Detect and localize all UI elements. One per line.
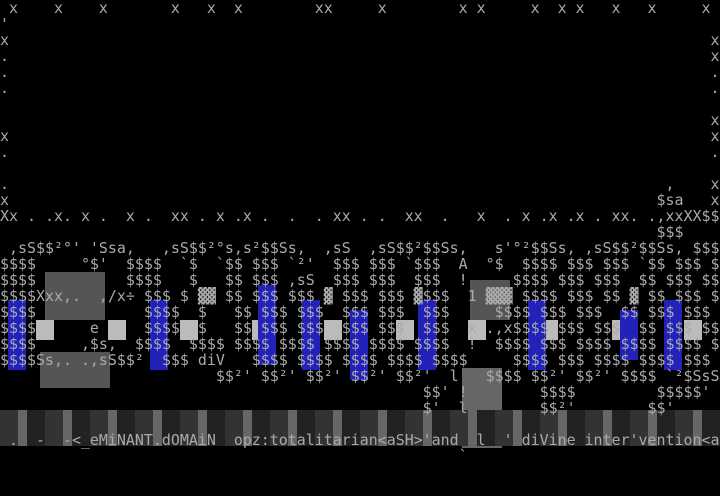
art-line: ,sS$$²°' 'Ssa, ,sS$$²°s,s²$$Ss, ,sS ,sS$… [0, 239, 720, 257]
art-line: . , x [0, 175, 720, 193]
art-line: ' [0, 15, 9, 33]
art-line: ` [0, 447, 468, 465]
art-line: $$²' $$²' $$²' $$²' $$²' l $$$$ $$²' $$²… [0, 367, 720, 385]
art-line: $$$$ °$' $$$$ `$ `$$ $$$ `²' $$$ $$$ `$$… [0, 255, 720, 273]
gray-block [45, 272, 105, 320]
art-line: $$$ [0, 223, 684, 241]
art-line: Xx . .x. x . x . xx . x .x . . . xx . . … [0, 207, 720, 225]
ansi-art: x x x x x x xx x x x x x x x x x xx ' x x. [0, 0, 720, 464]
gray-block [470, 280, 510, 320]
blue-streak [350, 310, 368, 380]
blue-streak [620, 310, 638, 360]
blue-streak [418, 300, 436, 370]
blue-streak [258, 285, 276, 365]
blue-streak [8, 300, 26, 370]
art-line [0, 160, 720, 176]
blue-streak [528, 300, 546, 370]
art-line: x $sa x [0, 191, 720, 209]
art-line: $$$$ $$$$ $ $$ $$$ $$$ $$$ $$$ $$$ $$$$ … [0, 303, 711, 321]
blue-streak [664, 300, 682, 370]
art-line: $$$$ $$$$ $ $$ $$$ ,sS $$$ $$$ $$$ ! $$$… [0, 271, 720, 289]
art-line: x x [0, 127, 720, 145]
blue-streak [302, 300, 320, 370]
art-line: $$$$Ss,. .,sS$$² $$$ diV $$$$ $$$$ $$$$ … [0, 351, 720, 369]
art-line: . x [0, 47, 720, 65]
art-line: x x [0, 31, 720, 49]
art-line [0, 96, 720, 112]
gray-block [40, 352, 110, 388]
art-line: . - -<_eMiNANT.dOMAiN opz:totalitarian<a… [0, 431, 720, 449]
art-line: x x x x x x xx x x x x x x x x x xx [0, 0, 720, 17]
blue-streak [150, 300, 168, 370]
art-line: $$' ! $$$$ $$$$$' [0, 383, 711, 401]
art-line: $$$$Xxx,. ,/x÷ $$$ $ ▓▓ $$ $$$ $$$ ▓ $$$… [0, 287, 720, 305]
art-line: . . [0, 63, 720, 81]
gray-block [0, 410, 720, 446]
art-line: $$$$ e $$$$ $ $$ $$$ $$$ $$$ $$$ $$$ x .… [0, 319, 720, 337]
art-line: x [0, 111, 720, 129]
art-line: . . [0, 79, 720, 97]
art-line: $' l $$²' $$' [0, 399, 675, 417]
art-line: $$$$ ,$s, $$$$ $$$$ $$$$ $$$$ $$$$ $$$$ … [0, 335, 720, 353]
art-line [0, 416, 720, 432]
art-line: . . [0, 143, 720, 161]
